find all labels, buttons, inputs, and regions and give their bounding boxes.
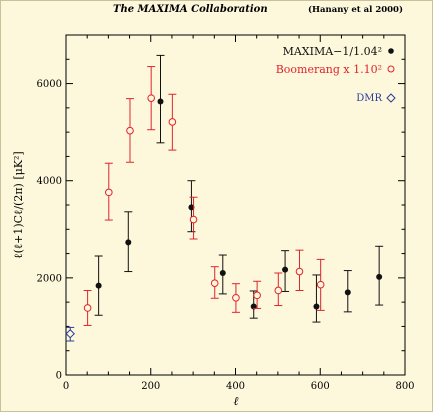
data-point xyxy=(313,303,320,310)
y-tick-label: 2000 xyxy=(37,273,62,284)
header-title: The MAXIMA Collaboration xyxy=(113,4,268,15)
legend-marker-dmr xyxy=(386,93,396,103)
data-point xyxy=(83,304,92,312)
y-tick-label: 6000 xyxy=(37,79,62,90)
header-citation: (Hanany et al 2000) xyxy=(308,4,403,15)
data-point xyxy=(219,270,226,276)
data-point xyxy=(316,280,325,289)
data-point xyxy=(295,267,304,276)
data-point xyxy=(232,293,240,302)
x-axis: 0 200 400 600 800 xyxy=(63,35,415,392)
data-point xyxy=(376,273,383,280)
data-marks xyxy=(65,54,384,342)
data-point xyxy=(189,215,198,224)
data-point xyxy=(253,291,261,300)
legend: MAXIMA−1/1.04² Boomerang x 1.10² DMR xyxy=(276,45,396,104)
y-tick-label: 0 xyxy=(56,371,62,382)
data-point xyxy=(104,188,113,197)
data-point xyxy=(126,126,134,135)
y-tick-label: 4000 xyxy=(37,176,62,187)
data-point xyxy=(147,94,155,102)
series-1 xyxy=(83,66,325,326)
data-point xyxy=(125,239,132,246)
data-point xyxy=(274,286,283,295)
x-tick-label: 200 xyxy=(141,381,160,392)
series-2 xyxy=(65,326,75,342)
legend-marker-boomerang xyxy=(387,65,395,73)
legend-label-maxima: MAXIMA−1/1.04² xyxy=(283,45,382,58)
series-0 xyxy=(94,54,384,323)
legend-label-boomerang: Boomerang x 1.10² xyxy=(276,63,382,76)
y-axis-label: ℓ(ℓ+1)Cℓ/(2π) [μK²] xyxy=(12,151,25,258)
legend-label-dmr: DMR xyxy=(356,93,382,104)
data-point xyxy=(95,282,102,289)
x-axis-label: ℓ xyxy=(234,394,239,408)
data-point xyxy=(188,204,195,211)
x-tick-label: 800 xyxy=(395,381,414,392)
data-point xyxy=(344,289,351,296)
x-tick-label: 400 xyxy=(226,381,245,392)
x-tick-label: 0 xyxy=(63,381,69,392)
y-axis: 0 2000 4000 6000 xyxy=(37,34,405,382)
plot-area xyxy=(65,34,406,376)
data-point xyxy=(282,266,289,273)
x-tick-label: 600 xyxy=(311,381,330,392)
data-point xyxy=(157,98,164,105)
data-point xyxy=(210,279,219,288)
data-point xyxy=(65,329,75,339)
legend-marker-maxima xyxy=(388,48,394,54)
data-point xyxy=(168,118,177,126)
